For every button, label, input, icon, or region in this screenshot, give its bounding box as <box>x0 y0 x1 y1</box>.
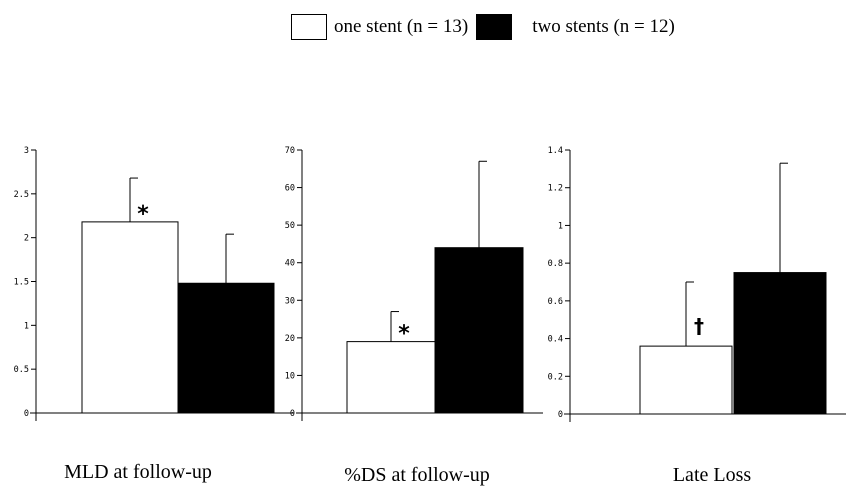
panel-3-y-tick-label: 0 <box>558 410 563 420</box>
panel-1-y-tick-label: 2.5 <box>14 190 29 200</box>
panel-3-y-tick-label: 1.2 <box>548 184 563 194</box>
panel-2-bar-one-stent <box>346 341 436 414</box>
panel-1-bar-one-stent <box>81 221 179 414</box>
panel-3-y-tick-label: 0.4 <box>548 335 563 345</box>
panel-1-y-tick-label: 0.5 <box>14 365 29 375</box>
panel-2-y-tick-label: 30 <box>285 296 295 306</box>
panel-2-x-label: %DS at follow-up <box>344 464 490 486</box>
panel-1-y-tick-label: 1.5 <box>14 278 29 288</box>
panel-3-bar-two-stents <box>733 272 827 415</box>
panel-1-y-tick-label: 2 <box>24 234 29 244</box>
panel-2-y-tick-label: 60 <box>285 184 295 194</box>
panel-2-y-tick-label: 50 <box>285 221 295 231</box>
panel-3-y-tick-label: 0.2 <box>548 372 563 382</box>
legend: one stent (n = 13) two stents (n = 12) <box>291 12 683 42</box>
panel-2-y-tick-label: 10 <box>285 371 295 381</box>
panel-1-y-tick-label: 3 <box>24 146 29 156</box>
panel-3-significance-marker: † <box>694 314 704 338</box>
panel-1-bar-two-stents <box>177 282 275 414</box>
legend-swatch-one-stent <box>291 14 327 40</box>
panel-3-y-tick-label: 1 <box>558 221 563 231</box>
legend-label-one-stent: one stent (n = 13) <box>334 16 469 37</box>
panel-2-significance-marker: * <box>398 322 410 347</box>
panel-2-y-tick-label: 20 <box>285 334 295 344</box>
panel-1-y-tick-label: 1 <box>24 321 29 331</box>
panel-2-bar-two-stents <box>434 247 524 414</box>
panel-3-y-tick-label: 1.4 <box>548 146 563 156</box>
panel-1-y-tick-label: 0 <box>24 409 29 419</box>
panel-2-y-tick-label: 40 <box>285 259 295 269</box>
panel-1-x-label: MLD at follow-up <box>64 461 212 483</box>
panel-1-significance-marker: * <box>137 202 149 227</box>
legend-swatch-two-stents <box>476 14 513 40</box>
panel-3-y-tick-label: 0.8 <box>548 259 563 269</box>
legend-label-two-stents: two stents (n = 12) <box>532 16 675 37</box>
panel-3-bar-one-stent <box>639 345 733 415</box>
panel-2-y-tick-label: 0 <box>290 409 295 419</box>
panel-3-y-tick-label: 0.6 <box>548 297 563 307</box>
panel-2-y-tick-label: 70 <box>285 146 295 156</box>
panel-3-x-label: Late Loss <box>673 464 752 486</box>
